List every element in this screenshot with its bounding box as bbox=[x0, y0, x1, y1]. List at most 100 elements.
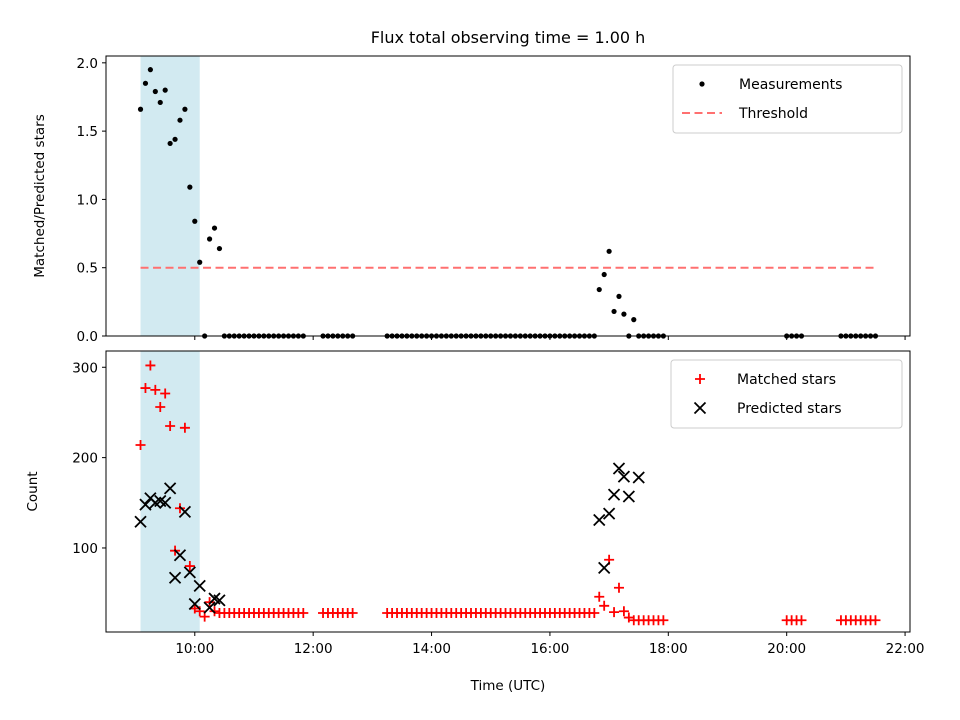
data-point bbox=[139, 498, 152, 511]
data-point bbox=[134, 515, 147, 528]
legend-label: Threshold bbox=[738, 106, 808, 122]
y-tick-label: 300 bbox=[72, 360, 98, 376]
data-point bbox=[137, 106, 144, 112]
ratio-y-axis-label: Matched/Predicted stars bbox=[32, 114, 48, 277]
legend-label: Matched stars bbox=[737, 372, 836, 388]
y-tick-label: 2.0 bbox=[77, 56, 98, 72]
data-point bbox=[606, 248, 612, 254]
data-point bbox=[612, 462, 626, 475]
data-point bbox=[135, 439, 146, 450]
ratio-marks bbox=[137, 67, 879, 339]
legend-box bbox=[670, 359, 903, 429]
data-point bbox=[796, 615, 807, 626]
data-point bbox=[211, 225, 218, 231]
data-point bbox=[632, 471, 645, 484]
data-point bbox=[188, 597, 201, 611]
observing-window-shade bbox=[140, 56, 200, 336]
data-point bbox=[204, 597, 215, 608]
data-point bbox=[163, 482, 177, 495]
data-point bbox=[173, 549, 187, 562]
data-point bbox=[160, 388, 171, 399]
legend-swatch bbox=[699, 81, 705, 87]
data-point bbox=[617, 470, 631, 483]
data-point bbox=[179, 422, 190, 433]
data-point bbox=[216, 245, 223, 252]
data-point bbox=[178, 505, 192, 518]
data-point bbox=[165, 420, 176, 431]
y-tick-label: 200 bbox=[72, 451, 98, 467]
data-point bbox=[601, 271, 607, 278]
y-tick-label: 0.0 bbox=[77, 329, 98, 345]
legend-swatch bbox=[695, 374, 705, 384]
data-point bbox=[184, 561, 195, 572]
ratio-panel: 0.00.51.01.52.0 Matched/Predicted stars … bbox=[32, 55, 911, 345]
data-point bbox=[147, 67, 153, 73]
x-tick-label: 10:00 bbox=[175, 641, 214, 657]
data-point bbox=[167, 140, 173, 147]
data-point bbox=[145, 360, 156, 371]
data-point bbox=[177, 117, 183, 123]
data-point bbox=[602, 507, 616, 520]
x-tick-label: 22:00 bbox=[886, 641, 925, 657]
y-tick-label: 1.0 bbox=[77, 192, 98, 208]
data-point bbox=[596, 286, 602, 293]
count-marks bbox=[134, 360, 881, 626]
ratio-y-ticks: 0.0 0.5 1.0 1.5 2.0 bbox=[77, 56, 106, 345]
data-point bbox=[298, 608, 309, 619]
y-tick-label: 100 bbox=[72, 541, 98, 557]
x-axis-label: Time (UTC) bbox=[470, 678, 546, 694]
data-point bbox=[157, 99, 163, 106]
legend-box bbox=[672, 64, 903, 134]
data-point bbox=[162, 87, 168, 93]
count-panel: 100 200 300 10:00 12:00 14:00 16:00 18:00 20:00… bbox=[25, 350, 925, 657]
ratio-legend: Measurements Threshold bbox=[672, 64, 903, 134]
count-axes-frame bbox=[105, 350, 911, 633]
data-point bbox=[182, 106, 188, 112]
data-point bbox=[193, 579, 206, 593]
count-y-ticks: 100 200 300 bbox=[72, 360, 106, 557]
data-point bbox=[618, 606, 629, 617]
data-point bbox=[168, 571, 182, 584]
data-point bbox=[197, 259, 203, 265]
data-point bbox=[150, 384, 161, 395]
data-point bbox=[621, 311, 627, 317]
data-point bbox=[347, 608, 358, 619]
data-point bbox=[155, 402, 166, 413]
data-point bbox=[203, 601, 216, 614]
data-point bbox=[159, 496, 172, 509]
data-point bbox=[870, 615, 881, 626]
data-point bbox=[152, 88, 158, 95]
data-point bbox=[609, 607, 620, 618]
x-tick-label: 12:00 bbox=[294, 641, 333, 657]
observing-window-shade bbox=[140, 351, 200, 632]
ratio-x-ticks bbox=[194, 336, 906, 340]
y-tick-label: 0.5 bbox=[77, 261, 98, 277]
data-point bbox=[183, 566, 196, 579]
legend-swatch bbox=[693, 401, 707, 415]
y-tick-label: 1.5 bbox=[77, 124, 98, 140]
data-point bbox=[140, 383, 151, 394]
data-point bbox=[209, 606, 220, 617]
data-point bbox=[589, 608, 600, 619]
data-point bbox=[599, 600, 610, 611]
count-y-axis-label: Count bbox=[25, 471, 41, 511]
data-point bbox=[631, 317, 637, 323]
data-point bbox=[611, 308, 617, 315]
legend-label: Measurements bbox=[739, 77, 842, 93]
data-point bbox=[213, 594, 226, 607]
data-point bbox=[622, 490, 635, 503]
x-tick-label: 14:00 bbox=[412, 641, 451, 657]
data-point bbox=[594, 591, 605, 602]
chart-title: Flux total observing time = 1.00 h bbox=[371, 28, 646, 47]
data-point bbox=[187, 184, 193, 190]
legend-label: Predicted stars bbox=[737, 401, 842, 417]
data-point bbox=[192, 218, 198, 224]
data-point bbox=[206, 236, 213, 242]
x-tick-label: 20:00 bbox=[767, 641, 806, 657]
data-point bbox=[607, 488, 621, 501]
data-point bbox=[613, 582, 624, 593]
data-point bbox=[142, 80, 149, 86]
x-tick-label: 16:00 bbox=[530, 641, 569, 657]
data-point bbox=[593, 513, 606, 527]
